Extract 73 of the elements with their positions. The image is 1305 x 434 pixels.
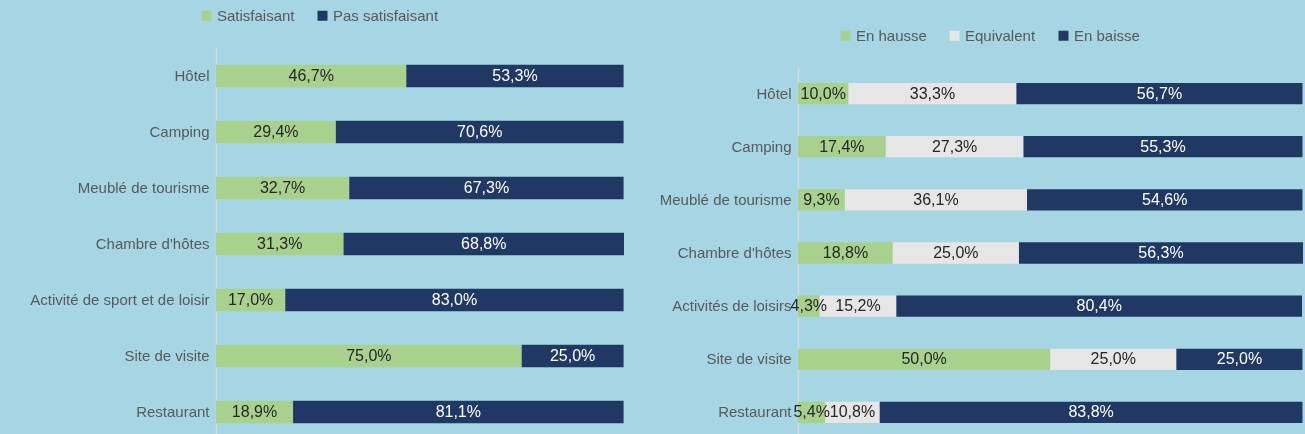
- data-label: 68,8%: [461, 235, 507, 252]
- y-tick-label: Meublé de tourisme: [659, 190, 792, 208]
- data-label: 53,3%: [492, 67, 538, 84]
- y-tick-label: Hôtel: [174, 67, 210, 84]
- legend-label: En hausse: [856, 26, 927, 44]
- data-label: 83,8%: [1068, 403, 1114, 421]
- legend-label: Pas satisfaisant: [333, 6, 439, 24]
- bar: [1027, 189, 1303, 211]
- legend-label: Equivalent: [965, 26, 1036, 44]
- bar: [216, 344, 522, 368]
- data-label: 18,8%: [822, 244, 869, 261]
- data-label: 46,7%: [288, 67, 334, 84]
- data-label: 75,0%: [346, 347, 392, 364]
- bar: [406, 64, 624, 88]
- data-label: 9,3%: [803, 190, 840, 208]
- data-label: 4,3%: [790, 297, 828, 315]
- y-tick-label: Camping: [149, 123, 210, 140]
- y-tick-label: Restaurant: [136, 403, 211, 420]
- y-tick-label: Activités de loisirs: [672, 297, 792, 315]
- y-tick-label: Hôtel: [756, 84, 792, 102]
- data-label: 10,0%: [800, 84, 846, 102]
- data-label: 36,1%: [913, 190, 959, 208]
- data-label: 31,3%: [257, 235, 303, 252]
- data-label: 17,4%: [819, 137, 865, 155]
- data-label: 67,3%: [463, 179, 510, 196]
- data-label: 33,3%: [909, 84, 956, 102]
- bar: [285, 288, 624, 312]
- data-label: 15,2%: [835, 297, 881, 315]
- data-label: 70,6%: [457, 123, 503, 140]
- y-tick-label: Site de visite: [124, 347, 210, 364]
- data-label: 25,0%: [933, 244, 979, 261]
- legend-label: Satisfaisant: [217, 6, 296, 24]
- data-label: 25,0%: [1216, 350, 1263, 368]
- data-label: 80,4%: [1076, 297, 1122, 315]
- data-label: 32,7%: [259, 179, 306, 196]
- y-tick-label: Chambre d'hôtes: [677, 244, 792, 261]
- bar: [216, 64, 407, 88]
- data-label: 81,1%: [435, 403, 481, 420]
- bar: [848, 82, 1017, 105]
- data-label: 29,4%: [253, 123, 299, 140]
- y-tick-label: Meublé de tourisme: [77, 179, 210, 196]
- data-label: 17,0%: [227, 291, 274, 308]
- data-label: 25,0%: [1090, 350, 1136, 368]
- bar: [879, 401, 1303, 424]
- bar: [892, 242, 1019, 264]
- bar: [896, 295, 1302, 317]
- bar: [343, 232, 624, 256]
- data-label: 54,6%: [1142, 190, 1188, 208]
- data-label: 83,0%: [431, 291, 478, 308]
- data-label: 25,0%: [549, 347, 596, 364]
- data-label: 5,4%: [793, 403, 830, 421]
- data-label: 56,3%: [1138, 244, 1184, 261]
- bar: [293, 400, 624, 424]
- bar: [844, 189, 1028, 211]
- data-label: 27,3%: [931, 137, 978, 155]
- bar: [335, 120, 624, 144]
- data-label: 50,0%: [901, 350, 947, 368]
- bar: [349, 176, 624, 200]
- bar: [1023, 136, 1303, 158]
- legend-label: En baisse: [1074, 26, 1140, 44]
- y-tick-label: Camping: [731, 137, 792, 155]
- y-tick-label: Chambre d'hôtes: [95, 235, 210, 252]
- data-label: 10,8%: [829, 403, 876, 421]
- data-label: 18,9%: [231, 403, 278, 420]
- data-label: 56,7%: [1136, 84, 1183, 102]
- bar: [885, 136, 1024, 158]
- y-tick-label: Site de visite: [706, 350, 792, 368]
- y-tick-label: Activité de sport et de loisir: [30, 291, 210, 308]
- bar: [798, 348, 1051, 370]
- y-tick-label: Restaurant: [718, 403, 793, 421]
- data-label: 55,3%: [1140, 137, 1186, 155]
- bar: [1016, 82, 1303, 105]
- bar: [1018, 242, 1303, 264]
